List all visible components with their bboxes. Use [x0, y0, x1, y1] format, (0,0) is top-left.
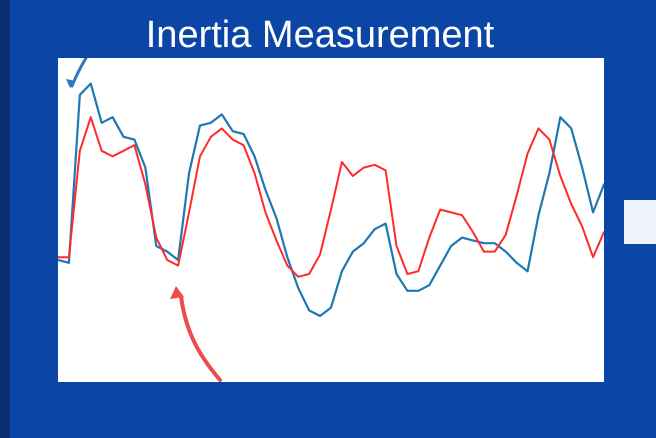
- chart-svg: [58, 58, 604, 382]
- left-edge: [0, 0, 10, 438]
- slide-title: Inertia Measurement: [145, 14, 495, 56]
- chart-panel: [58, 58, 604, 382]
- side-panel: [624, 200, 656, 244]
- series-2-line: [58, 116, 604, 278]
- red-annotation-arrow-shaft: [179, 294, 222, 382]
- series-1-line: [58, 82, 604, 318]
- chart-background: [58, 58, 604, 382]
- blue-annotation-arrow-head: [66, 79, 76, 88]
- red-annotation-arrow-head: [170, 286, 184, 299]
